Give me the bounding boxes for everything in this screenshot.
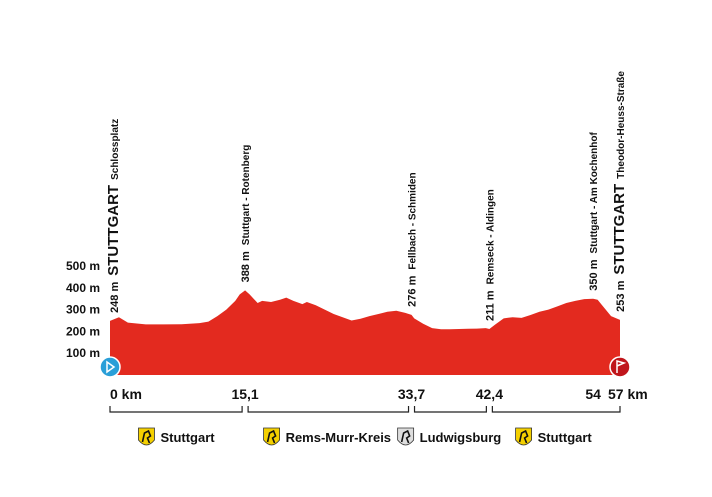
place-detail: Theodor-Heuss-Straße: [616, 71, 627, 179]
place-name: STUTTGART: [105, 185, 122, 276]
region-bracket: [247, 406, 410, 413]
x-tick-label: 0 km: [110, 386, 142, 402]
elevation-label: 248 m: [109, 282, 121, 313]
region-shield: [515, 427, 532, 446]
place-name: Remseck - Aldingen: [485, 189, 496, 284]
place-label: 211 m Remseck - Aldingen: [484, 189, 496, 321]
region-shield: [138, 427, 155, 446]
y-tick-label: 100 m: [66, 346, 100, 360]
elevation-area: [110, 290, 620, 375]
start-icon: [99, 356, 121, 378]
place-detail: Schlossplatz: [110, 119, 121, 180]
region-label: Rems-Murr-Kreis: [286, 430, 391, 445]
start-arrow: [106, 360, 116, 374]
y-tick-label: 400 m: [66, 281, 100, 295]
finish-icon: [609, 356, 631, 378]
place-label: 276 m Fellbach - Schmiden: [407, 172, 419, 306]
y-tick-label: 500 m: [66, 259, 100, 273]
place-label: 350 m Stuttgart - Am Kochenhof: [588, 132, 600, 291]
region-bracket: [413, 406, 487, 413]
region-shield-emblem: [266, 429, 277, 444]
x-tick-label: 33,7: [398, 386, 425, 402]
region-label: Stuttgart: [160, 430, 215, 445]
x-tick-label: 54: [585, 386, 601, 402]
elevation-label: 350 m: [588, 259, 600, 290]
region-shield-emblem: [400, 429, 411, 444]
region-label: Ludwigsburg: [420, 430, 502, 445]
finish-flag: [616, 360, 627, 373]
place-name: Fellbach - Schmiden: [408, 172, 419, 269]
place-label: 253 m STUTTGART Theodor-Heuss-Straße: [611, 71, 628, 312]
region-shield-emblem: [141, 429, 152, 444]
x-tick-label: 57 km: [608, 386, 648, 402]
place-name: Stuttgart - Am Kochenhof: [589, 132, 600, 254]
region-bracket: [491, 406, 621, 413]
region-shield: [263, 427, 280, 446]
place-label: 388 m Stuttgart - Rotenberg: [240, 145, 252, 283]
y-tick-label: 300 m: [66, 303, 100, 317]
place-name: Stuttgart - Rotenberg: [241, 145, 252, 246]
x-tick-label: 15,1: [231, 386, 258, 402]
elevation-label: 276 m: [407, 275, 419, 306]
x-tick-label: 42,4: [476, 386, 503, 402]
y-tick-label: 200 m: [66, 324, 100, 338]
elevation-label: 253 m: [615, 280, 627, 311]
region-label: Stuttgart: [538, 430, 593, 445]
elevation-label: 388 m: [240, 251, 252, 282]
region-shield-emblem: [518, 429, 529, 444]
elevation-label: 211 m: [484, 290, 496, 321]
place-name: STUTTGART: [611, 184, 628, 275]
place-label: 248 m STUTTGART Schlossplatz: [105, 119, 122, 313]
region-bracket: [109, 406, 243, 413]
region-shield: [397, 427, 415, 446]
